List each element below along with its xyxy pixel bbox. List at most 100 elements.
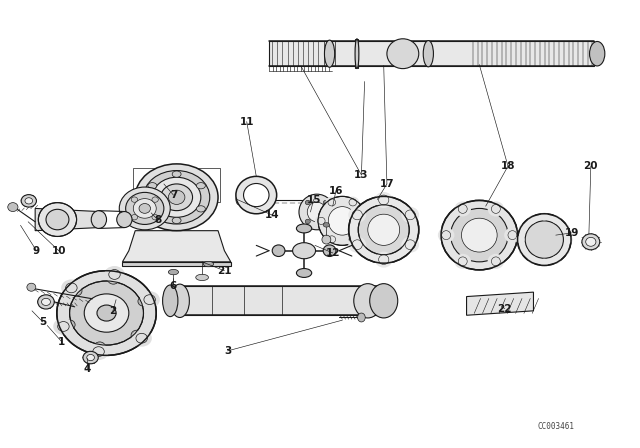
Ellipse shape	[88, 343, 109, 360]
Ellipse shape	[368, 214, 399, 246]
Ellipse shape	[70, 286, 82, 296]
Text: CC003461: CC003461	[537, 422, 574, 431]
Text: 17: 17	[380, 179, 394, 189]
Ellipse shape	[357, 215, 370, 227]
Ellipse shape	[116, 211, 132, 228]
Ellipse shape	[196, 274, 209, 280]
Ellipse shape	[135, 164, 218, 231]
Text: 18: 18	[500, 161, 515, 171]
Ellipse shape	[552, 256, 561, 263]
Text: 2: 2	[109, 306, 116, 316]
Ellipse shape	[516, 236, 525, 244]
Ellipse shape	[196, 183, 205, 189]
Ellipse shape	[152, 197, 158, 202]
Ellipse shape	[63, 320, 75, 330]
Ellipse shape	[451, 208, 508, 262]
Text: 6: 6	[170, 281, 177, 291]
Ellipse shape	[83, 351, 99, 364]
Ellipse shape	[204, 261, 214, 267]
Ellipse shape	[84, 294, 129, 332]
Ellipse shape	[292, 243, 316, 259]
Ellipse shape	[325, 197, 338, 208]
Ellipse shape	[322, 235, 331, 244]
Ellipse shape	[370, 284, 397, 318]
Ellipse shape	[561, 247, 570, 255]
Text: 16: 16	[329, 185, 343, 196]
Ellipse shape	[401, 237, 419, 253]
Ellipse shape	[104, 266, 125, 283]
Ellipse shape	[488, 201, 504, 216]
Ellipse shape	[143, 171, 210, 224]
Ellipse shape	[25, 198, 33, 204]
Ellipse shape	[168, 190, 185, 204]
Ellipse shape	[236, 177, 276, 214]
Ellipse shape	[8, 202, 18, 211]
Ellipse shape	[325, 233, 338, 245]
Ellipse shape	[346, 233, 359, 245]
Polygon shape	[122, 262, 231, 266]
Ellipse shape	[87, 354, 95, 361]
Ellipse shape	[358, 205, 409, 255]
Ellipse shape	[454, 254, 471, 269]
Text: 14: 14	[265, 210, 280, 220]
Ellipse shape	[358, 313, 365, 322]
Ellipse shape	[296, 224, 312, 233]
Polygon shape	[122, 231, 231, 262]
Ellipse shape	[305, 219, 310, 224]
Ellipse shape	[441, 200, 518, 270]
Ellipse shape	[528, 215, 537, 224]
Ellipse shape	[504, 228, 521, 243]
Ellipse shape	[401, 207, 419, 223]
Ellipse shape	[131, 330, 143, 340]
Ellipse shape	[323, 245, 336, 257]
Ellipse shape	[315, 215, 328, 227]
Text: 3: 3	[224, 346, 231, 356]
Ellipse shape	[97, 305, 116, 321]
Text: 12: 12	[326, 248, 340, 258]
Text: 5: 5	[39, 317, 47, 327]
Ellipse shape	[528, 256, 537, 263]
Ellipse shape	[170, 284, 189, 318]
Ellipse shape	[307, 202, 326, 222]
Ellipse shape	[70, 281, 143, 345]
Ellipse shape	[454, 201, 471, 216]
Polygon shape	[35, 208, 99, 231]
Ellipse shape	[133, 198, 156, 218]
Ellipse shape	[552, 215, 561, 224]
Ellipse shape	[57, 271, 156, 355]
Ellipse shape	[236, 194, 243, 205]
Ellipse shape	[582, 234, 600, 250]
Ellipse shape	[488, 254, 504, 269]
Ellipse shape	[564, 236, 573, 244]
Ellipse shape	[172, 217, 181, 224]
Ellipse shape	[519, 247, 528, 255]
Ellipse shape	[323, 219, 328, 224]
Ellipse shape	[119, 187, 170, 230]
Ellipse shape	[94, 342, 106, 352]
Ellipse shape	[540, 212, 548, 220]
Ellipse shape	[125, 192, 164, 224]
Ellipse shape	[375, 252, 393, 267]
Ellipse shape	[586, 237, 596, 246]
Ellipse shape	[148, 183, 157, 189]
Text: 8: 8	[154, 215, 161, 224]
Ellipse shape	[92, 211, 106, 228]
Ellipse shape	[305, 200, 310, 205]
Ellipse shape	[387, 39, 419, 69]
Text: 4: 4	[84, 364, 91, 374]
Ellipse shape	[318, 196, 367, 246]
Text: 21: 21	[217, 266, 232, 276]
Ellipse shape	[53, 318, 74, 335]
Text: 22: 22	[497, 304, 512, 314]
Polygon shape	[180, 286, 384, 315]
Ellipse shape	[518, 214, 571, 265]
Ellipse shape	[138, 297, 149, 306]
Ellipse shape	[172, 171, 181, 177]
Polygon shape	[467, 292, 534, 315]
Ellipse shape	[438, 228, 454, 243]
Text: 19: 19	[564, 228, 579, 238]
Text: 10: 10	[51, 246, 66, 256]
Ellipse shape	[348, 237, 366, 253]
Ellipse shape	[139, 203, 150, 213]
Ellipse shape	[163, 285, 178, 317]
